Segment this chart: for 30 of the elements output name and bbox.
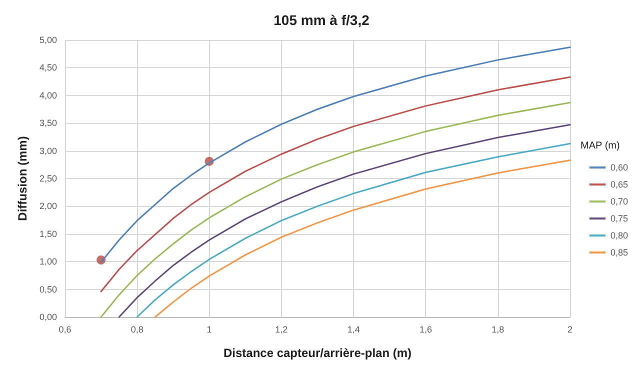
legend-label: 0,65 [610, 180, 628, 190]
x-tick-label: 1,4 [347, 324, 360, 334]
y-tick-label: 2,00 [39, 201, 57, 212]
x-tick-label: 1,2 [275, 324, 288, 334]
line-series [100, 76, 571, 292]
y-tick-label: 4,00 [39, 90, 57, 100]
legend-label: 0,80 [610, 230, 628, 240]
y-tick-label: 1,50 [39, 228, 57, 239]
x-tick-label: 1,8 [492, 324, 504, 334]
x-axis-title: Distance capteur/arrière-plan (m) [223, 346, 412, 360]
y-tick-label: 3,00 [39, 146, 57, 156]
legend-label: 0,85 [610, 248, 628, 258]
y-tick-label: 4,50 [39, 62, 57, 73]
x-tick-label: 0,8 [130, 324, 144, 334]
x-tick-label: 0,6 [58, 324, 72, 334]
chart-title: 105 mm à f/3,2 [274, 12, 370, 28]
y-tick-label: 0,00 [39, 312, 57, 322]
x-tick-label: 1,6 [419, 324, 432, 334]
legend-label: 0,75 [610, 214, 628, 224]
y-tick-label: 2,50 [39, 174, 57, 184]
y-tick-label: 5,00 [39, 35, 57, 45]
y-tick-label: 0,50 [39, 284, 57, 294]
x-tick-label: 2 [567, 324, 573, 334]
y-tick-label: 1,00 [39, 256, 57, 267]
y-axis-title: Diffusion (mm) [16, 136, 30, 221]
legend-label: 0,70 [610, 196, 628, 206]
y-tick-label: 3,50 [39, 118, 57, 128]
legend-title: MAP (m) [580, 140, 620, 152]
x-tick-label: 1 [206, 324, 212, 334]
legend-label: 0,60 [610, 162, 628, 172]
